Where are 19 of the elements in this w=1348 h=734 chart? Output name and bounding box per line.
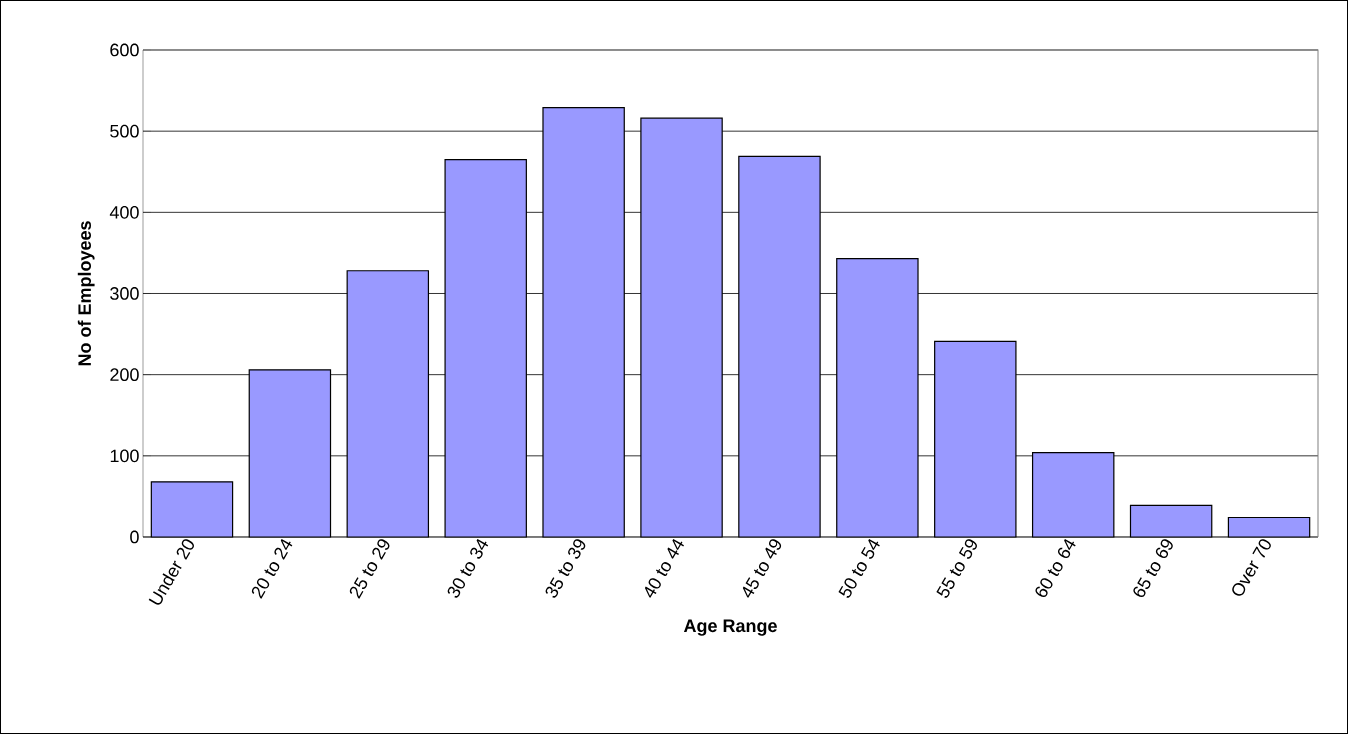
x-tick-label: 65 to 69	[1133, 539, 1173, 598]
x-tick-label: 55 to 59	[936, 539, 977, 598]
y-tick-label: 500	[110, 124, 139, 138]
y-tick-label: 100	[110, 449, 139, 463]
y-tick-label: 0	[130, 530, 139, 544]
y-tick-label: 300	[110, 287, 139, 300]
x-tick-label: 25 to 29	[349, 539, 390, 599]
x-tick-label: 45 to 49	[742, 539, 782, 598]
x-tick-label: 50 to 54	[838, 538, 880, 598]
y-tick-label: 600	[110, 43, 139, 57]
x-tick-label: 60 to 64	[1035, 538, 1076, 598]
x-tick-label: 30 to 34	[447, 538, 489, 598]
y-tick-label: 400	[109, 205, 139, 219]
y-tick-label: 200	[110, 368, 139, 382]
x-tick-label: 35 to 39	[545, 539, 586, 598]
y-axis-title: No of Employees	[77, 221, 95, 366]
x-axis-title: Age Range	[683, 619, 777, 636]
x-tick-label: 20 to 24	[251, 538, 293, 599]
x-tick-label: 40 to 44	[644, 538, 684, 598]
